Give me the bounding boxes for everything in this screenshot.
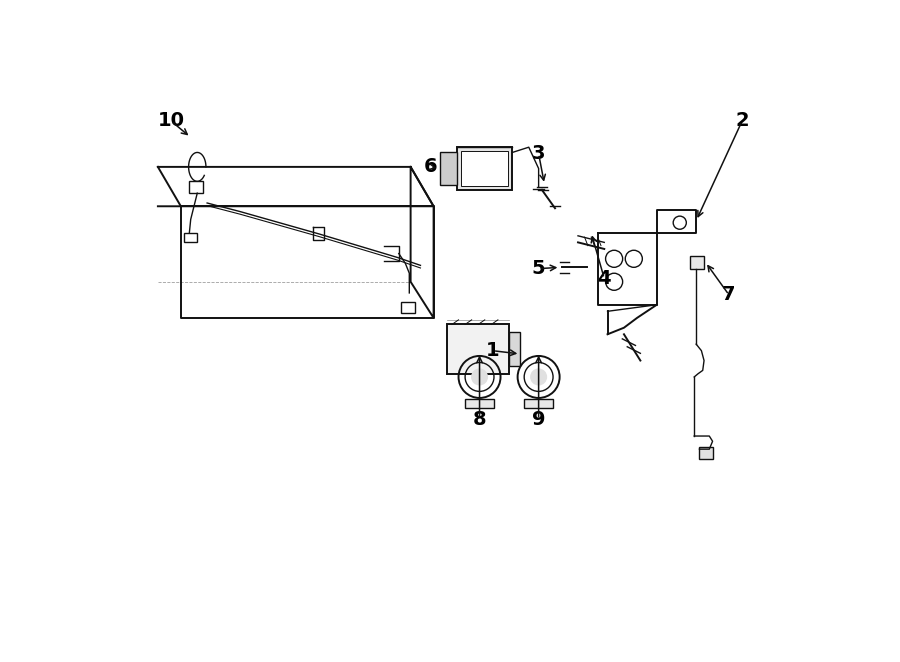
Text: 6: 6 — [424, 158, 437, 176]
Circle shape — [530, 369, 547, 385]
Text: 10: 10 — [158, 111, 184, 130]
FancyBboxPatch shape — [699, 448, 713, 459]
Text: 2: 2 — [735, 111, 749, 130]
Text: 3: 3 — [532, 144, 545, 164]
FancyBboxPatch shape — [524, 399, 554, 408]
FancyBboxPatch shape — [465, 399, 494, 408]
FancyBboxPatch shape — [400, 302, 415, 312]
FancyBboxPatch shape — [184, 233, 197, 242]
Text: 7: 7 — [722, 285, 735, 305]
FancyBboxPatch shape — [440, 152, 456, 185]
Text: 8: 8 — [472, 410, 486, 429]
FancyBboxPatch shape — [461, 151, 508, 186]
FancyBboxPatch shape — [189, 181, 203, 193]
FancyBboxPatch shape — [456, 147, 512, 190]
Text: 9: 9 — [532, 410, 545, 429]
FancyBboxPatch shape — [689, 256, 704, 269]
Text: 5: 5 — [532, 259, 545, 278]
FancyBboxPatch shape — [509, 332, 519, 366]
Circle shape — [471, 369, 488, 385]
Text: 1: 1 — [486, 341, 500, 360]
FancyBboxPatch shape — [446, 324, 509, 373]
Text: 4: 4 — [598, 269, 611, 288]
